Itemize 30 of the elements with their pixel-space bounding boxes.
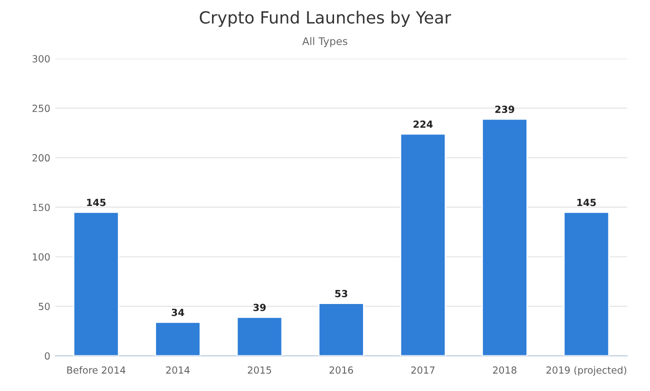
data-label: 34 xyxy=(172,308,184,316)
data-label: 53 xyxy=(335,290,348,298)
data-label: 39 xyxy=(253,304,266,312)
y-tick-label: 0 xyxy=(44,352,50,360)
bar xyxy=(563,211,610,356)
bar xyxy=(72,211,120,356)
x-tick-label: 2017 xyxy=(411,366,435,374)
x-tick-label: 2015 xyxy=(248,366,272,374)
bar xyxy=(400,133,446,356)
data-label: 145 xyxy=(87,198,106,206)
bar xyxy=(154,321,201,356)
y-tick-label: 150 xyxy=(32,204,50,212)
bar xyxy=(482,118,528,356)
chart-subtitle: All Types xyxy=(302,37,348,48)
x-tick-label: Before 2014 xyxy=(67,366,126,374)
x-tick-label: 2018 xyxy=(493,366,516,374)
chart-title: Crypto Fund Launches by Year xyxy=(200,10,452,27)
x-tick-label: 2019 (projected) xyxy=(546,366,626,376)
y-tick-label: 100 xyxy=(32,253,50,261)
data-label: 239 xyxy=(495,106,514,114)
data-label: 224 xyxy=(414,120,433,128)
x-tick-label: 2016 xyxy=(330,366,354,374)
data-label: 145 xyxy=(577,198,596,206)
bar xyxy=(236,316,283,356)
y-tick-label: 50 xyxy=(38,302,50,310)
bar xyxy=(318,302,364,356)
y-tick-label: 200 xyxy=(32,154,50,162)
y-tick-label: 300 xyxy=(32,55,50,62)
y-tick-label: 250 xyxy=(32,104,50,112)
x-tick-label: 2014 xyxy=(166,366,190,374)
